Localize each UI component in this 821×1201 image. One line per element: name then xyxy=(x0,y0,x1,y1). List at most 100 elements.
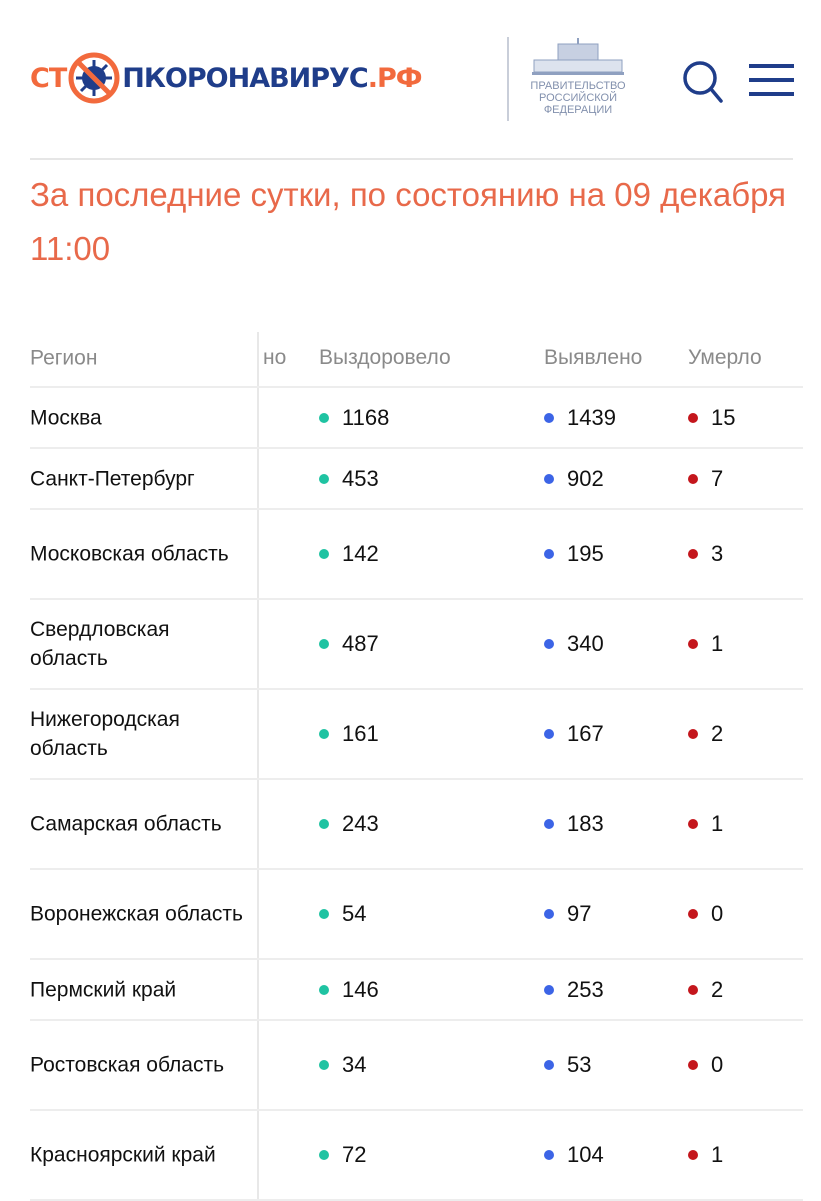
header-divider-line xyxy=(30,158,793,160)
died-number: 15 xyxy=(711,404,736,430)
died-dot-icon xyxy=(688,819,698,829)
detected-value: 97 xyxy=(544,901,591,927)
died-value: 0 xyxy=(688,1052,723,1078)
detected-value: 53 xyxy=(544,1052,591,1078)
header-region[interactable]: Регион xyxy=(30,346,98,370)
table-row: Нижегородская область 161 167 2 xyxy=(30,690,803,780)
header-divider xyxy=(507,37,509,121)
table-row: Воронежская область 54 97 0 xyxy=(30,870,803,960)
gov-text-line3: ФЕДЕРАЦИИ xyxy=(543,104,613,116)
detected-dot-icon xyxy=(544,1060,554,1070)
detected-dot-icon xyxy=(544,639,554,649)
died-dot-icon xyxy=(688,729,698,739)
recovered-number: 487 xyxy=(342,631,379,656)
detected-number: 183 xyxy=(567,811,604,836)
recovered-number: 243 xyxy=(342,811,379,836)
recovered-number: 1168 xyxy=(342,404,390,430)
died-value: 0 xyxy=(688,901,723,927)
recovered-dot-icon xyxy=(319,819,329,829)
died-value: 3 xyxy=(688,541,723,567)
recovered-dot-icon xyxy=(319,984,329,995)
died-value: 1 xyxy=(688,811,723,837)
recovered-value: 146 xyxy=(319,977,379,1003)
detected-number: 340 xyxy=(567,631,604,656)
government-building-icon xyxy=(532,38,624,75)
logo-text-part3: .РФ xyxy=(367,62,423,94)
recovered-dot-icon xyxy=(319,1150,329,1160)
recovered-dot-icon xyxy=(319,909,329,919)
recovered-dot-icon xyxy=(319,412,329,423)
recovered-value: 1168 xyxy=(319,405,389,431)
table-row: Московская область 142 195 3 xyxy=(30,510,803,600)
detected-value: 253 xyxy=(544,977,604,1003)
recovered-value: 54 xyxy=(319,901,366,927)
recovered-number: 34 xyxy=(342,1052,367,1077)
gov-text-line1: ПРАВИТЕЛЬСТВО xyxy=(530,80,626,92)
region-name: Москва xyxy=(30,406,102,429)
header-truncated[interactable]: но xyxy=(263,346,287,369)
recovered-value: 34 xyxy=(319,1052,366,1078)
stats-table: Регион но Выздоровело Выявлено Умерло Мо… xyxy=(30,330,803,1201)
table-row: Москва 1168 1439 15 xyxy=(30,388,803,449)
detected-value: 183 xyxy=(544,811,604,837)
died-value: 2 xyxy=(688,977,723,1003)
recovered-value: 453 xyxy=(319,466,379,492)
recovered-dot-icon xyxy=(319,729,329,739)
region-name: Свердловская область xyxy=(30,618,170,670)
menu-icon[interactable] xyxy=(749,64,794,106)
detected-value: 902 xyxy=(544,466,604,492)
died-number: 7 xyxy=(711,465,724,491)
recovered-value: 161 xyxy=(319,721,379,747)
died-number: 2 xyxy=(711,976,724,1002)
region-name: Нижегородская область xyxy=(30,708,180,760)
detected-dot-icon xyxy=(544,1150,554,1160)
died-value: 15 xyxy=(688,405,735,431)
table-row: Красноярский край 72 104 1 xyxy=(30,1111,803,1201)
detected-number: 195 xyxy=(567,541,604,566)
detected-dot-icon xyxy=(544,473,554,484)
died-value: 1 xyxy=(688,1142,723,1168)
detected-value: 167 xyxy=(544,721,604,747)
recovered-dot-icon xyxy=(319,639,329,649)
table-row: Самарская область 243 183 1 xyxy=(30,780,803,870)
died-dot-icon xyxy=(688,473,698,484)
recovered-value: 72 xyxy=(319,1142,366,1168)
detected-dot-icon xyxy=(544,909,554,919)
header-died[interactable]: Умерло xyxy=(688,346,762,369)
recovered-dot-icon xyxy=(319,549,329,559)
page-title: За последние сутки, по состоянию на 09 д… xyxy=(30,176,786,267)
header-detected[interactable]: Выявлено xyxy=(544,346,643,369)
detected-number: 1439 xyxy=(567,404,616,430)
table-row: Пермский край 146 253 2 xyxy=(30,960,803,1021)
sticky-column-divider xyxy=(257,332,259,1200)
region-name: Ростовская область xyxy=(30,1053,225,1077)
died-number: 0 xyxy=(711,901,724,926)
died-value: 2 xyxy=(688,721,723,747)
government-logo[interactable]: ПРАВИТЕЛЬСТВО РОССИЙСКОЙ ФЕДЕРАЦИИ xyxy=(527,38,629,116)
died-number: 1 xyxy=(711,1142,724,1167)
died-number: 2 xyxy=(711,721,724,746)
header-recovered[interactable]: Выздоровело xyxy=(319,346,451,369)
died-dot-icon xyxy=(688,1060,698,1070)
died-number: 3 xyxy=(711,541,724,566)
detected-number: 97 xyxy=(567,901,592,926)
logo-text-part1: СТ xyxy=(30,62,67,94)
table-row: Санкт-Петербург 453 902 7 xyxy=(30,449,803,510)
detected-number: 253 xyxy=(567,976,604,1002)
recovered-dot-icon xyxy=(319,1060,329,1070)
died-value: 7 xyxy=(688,466,723,492)
site-logo[interactable]: СТ ПКОРОНАВИРУС .РФ xyxy=(30,50,423,106)
region-name: Пермский край xyxy=(30,978,177,1001)
recovered-number: 54 xyxy=(342,901,367,926)
recovered-number: 161 xyxy=(342,721,379,746)
region-name: Воронежская область xyxy=(30,902,243,926)
died-number: 1 xyxy=(711,631,724,656)
detected-dot-icon xyxy=(544,729,554,739)
detected-number: 104 xyxy=(567,1142,604,1167)
died-dot-icon xyxy=(688,639,698,649)
search-icon[interactable] xyxy=(682,60,724,104)
gov-text-line2: РОССИЙСКОЙ xyxy=(538,92,618,104)
detected-dot-icon xyxy=(544,412,554,423)
died-dot-icon xyxy=(688,1150,698,1160)
detected-value: 1439 xyxy=(544,405,616,431)
